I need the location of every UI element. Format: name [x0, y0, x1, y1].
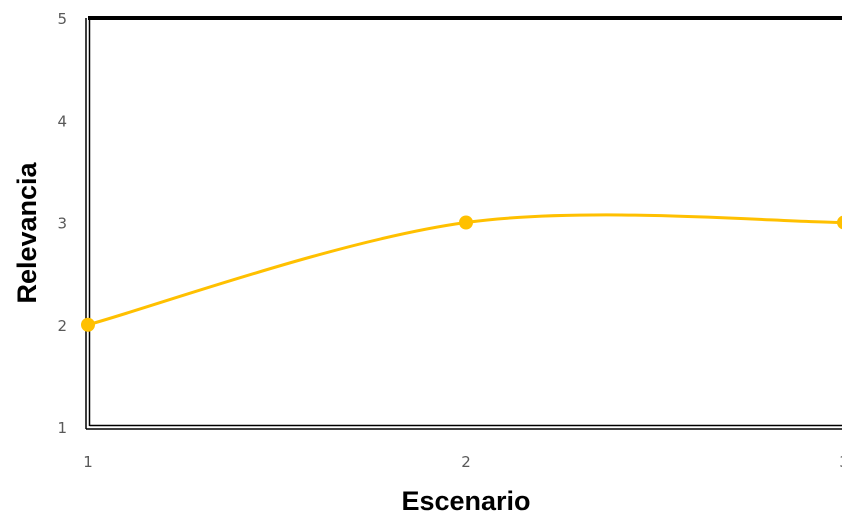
x-axis-title: Escenario [401, 486, 530, 515]
y-tick-label: 2 [57, 317, 67, 335]
series-layer [81, 213, 842, 332]
data-point [459, 215, 473, 230]
x-tick-label: 2 [461, 453, 471, 471]
y-axis-ticks: 1 2 3 4 5 [57, 10, 67, 437]
x-axis-ticks: 1 2 3 [83, 453, 842, 471]
data-point [81, 317, 95, 332]
y-tick-label: 4 [57, 112, 67, 130]
y-axis-title: Relevancia [12, 161, 42, 303]
data-point [837, 215, 842, 230]
plot-frame [85, 16, 842, 430]
series-line [86, 213, 842, 327]
y-tick-label: 5 [57, 10, 67, 28]
x-tick-label: 1 [83, 453, 93, 471]
y-tick-label: 3 [57, 215, 67, 233]
x-tick-label: 3 [839, 453, 842, 471]
y-tick-label: 1 [57, 419, 67, 437]
